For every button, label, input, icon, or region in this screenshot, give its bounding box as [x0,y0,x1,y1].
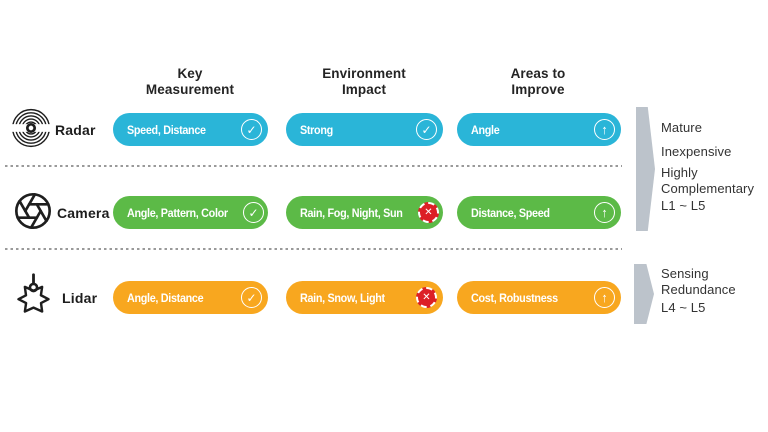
annotation-highly-complementary: Highly Complementary [661,165,755,196]
check-icon: ✓ [241,119,262,140]
pill-text: Speed, Distance [127,122,206,137]
pill-text: Rain, Snow, Light [300,290,385,305]
pill-text: Cost, Robustness [471,290,558,305]
pill-text: Angle [471,122,500,137]
lidar-bracket-arrow [634,264,654,324]
radar-key-measurement-pill: Speed, Distance ✓ [113,113,268,146]
radar-environment-impact-pill: Strong ✓ [286,113,443,146]
annotation-mature: Mature [661,120,703,135]
lidar-key-measurement-pill: Angle, Distance ✓ [113,281,268,314]
column-header-areas-to-improve: Areas to Improve [510,66,566,97]
radar-camera-bracket-arrow [636,107,655,231]
sensor-label-lidar: Lidar [62,290,98,306]
up-arrow-icon: ↑ [594,202,615,223]
annotation-l4-l5: L4 ~ L5 [661,300,706,315]
cross-icon: ✕ [417,202,439,223]
pill-text: Angle, Distance [127,290,204,305]
dashed-divider [5,248,622,250]
lidar-icon [11,272,56,322]
cross-icon: ✕ [416,287,437,308]
camera-areas-to-improve-pill: Distance, Speed ↑ [457,196,621,229]
column-header-key-measurement: Key Measurement [145,66,235,97]
dashed-divider [5,165,622,167]
up-arrow-icon: ↑ [594,119,615,140]
pill-text: Angle, Pattern, Color [127,205,228,220]
annotation-inexpensive: Inexpensive [661,144,732,159]
up-arrow-icon: ↑ [594,287,615,308]
sensor-label-radar: Radar [55,122,96,138]
pill-text: Distance, Speed [471,205,550,220]
annotation-l1-l5: L1 ~ L5 [661,198,706,213]
lidar-areas-to-improve-pill: Cost, Robustness ↑ [457,281,621,314]
camera-environment-impact-pill: Rain, Fog, Night, Sun ✕ [286,196,443,229]
pill-text: Strong [300,122,333,137]
sensor-label-camera: Camera [57,205,110,221]
camera-key-measurement-pill: Angle, Pattern, Color ✓ [113,196,268,229]
radar-icon [10,107,52,154]
check-icon: ✓ [416,119,437,140]
lidar-environment-impact-pill: Rain, Snow, Light ✕ [286,281,443,314]
camera-icon [13,191,53,236]
pill-text: Rain, Fog, Night, Sun [300,205,403,220]
radar-areas-to-improve-pill: Angle ↑ [457,113,621,146]
check-icon: ✓ [243,202,264,223]
annotation-sensing-redundance: Sensing Redundance [661,266,736,297]
column-header-environment-impact: Environment Impact [322,66,406,97]
check-icon: ✓ [241,287,262,308]
